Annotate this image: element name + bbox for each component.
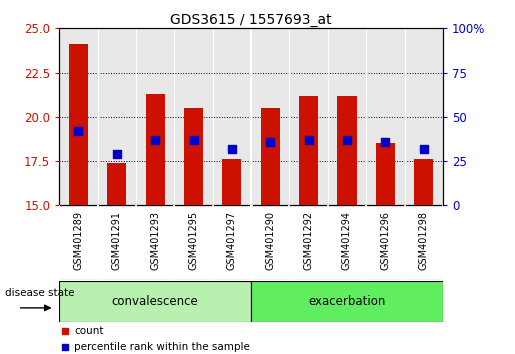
Bar <box>251 281 443 322</box>
Point <box>74 128 82 134</box>
Text: percentile rank within the sample: percentile rank within the sample <box>74 342 250 352</box>
Point <box>343 137 351 143</box>
Bar <box>146 94 165 205</box>
Bar <box>107 163 126 205</box>
Text: GSM401289: GSM401289 <box>74 211 83 270</box>
Text: GSM401292: GSM401292 <box>304 211 314 270</box>
Text: GSM401296: GSM401296 <box>381 211 390 270</box>
Point <box>60 328 68 334</box>
Text: exacerbation: exacerbation <box>308 295 386 308</box>
Text: GSM401291: GSM401291 <box>112 211 122 270</box>
Text: GSM401294: GSM401294 <box>342 211 352 270</box>
Point <box>190 137 198 143</box>
Title: GDS3615 / 1557693_at: GDS3615 / 1557693_at <box>170 13 332 27</box>
Bar <box>261 108 280 205</box>
Text: GSM401293: GSM401293 <box>150 211 160 270</box>
Text: count: count <box>74 326 104 336</box>
Point <box>60 344 68 350</box>
Text: GSM401298: GSM401298 <box>419 211 428 270</box>
Bar <box>376 143 395 205</box>
Point <box>420 146 428 152</box>
Text: GSM401290: GSM401290 <box>265 211 275 270</box>
Bar <box>299 96 318 205</box>
Bar <box>337 96 356 205</box>
Bar <box>222 159 242 205</box>
Text: GSM401297: GSM401297 <box>227 211 237 270</box>
Bar <box>414 159 433 205</box>
Point <box>381 139 389 144</box>
Bar <box>59 281 251 322</box>
Text: GSM401295: GSM401295 <box>188 211 198 270</box>
Text: disease state: disease state <box>5 288 74 298</box>
Point <box>151 137 159 143</box>
Point <box>228 146 236 152</box>
Point <box>266 139 274 144</box>
Point <box>304 137 313 143</box>
Bar <box>184 108 203 205</box>
Text: convalescence: convalescence <box>112 295 198 308</box>
Bar <box>69 44 88 205</box>
Point <box>113 151 121 157</box>
